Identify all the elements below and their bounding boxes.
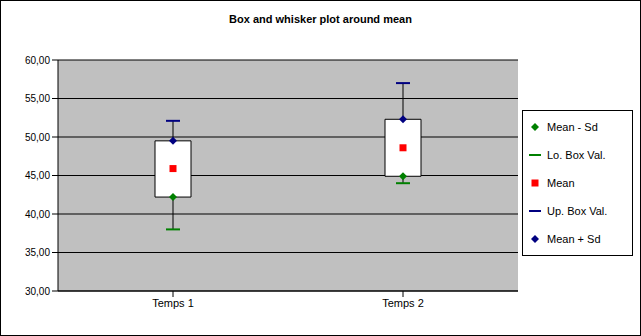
html-text:Box and whisker plot around me: Box and whisker plot around mean <box>229 13 412 25</box>
html-text:Mean - Sd: Mean - Sd <box>547 121 598 133</box>
svg-text:Temps 1: Temps 1 <box>152 297 194 309</box>
svg-text:55,00: 55,00 <box>25 93 50 104</box>
svg-text:45,00: 45,00 <box>25 170 50 181</box>
html-text:Lo. Box Val.: Lo. Box Val. <box>547 149 606 161</box>
html-text:Mean: Mean <box>547 177 575 189</box>
svg-text:Temps 2: Temps 2 <box>382 297 424 309</box>
html-text:Mean + Sd: Mean + Sd <box>547 233 601 245</box>
svg-text:50,00: 50,00 <box>25 132 50 143</box>
svg-text:35,00: 35,00 <box>25 247 50 258</box>
svg-text:40,00: 40,00 <box>25 209 50 220</box>
svg-text:60,00: 60,00 <box>25 55 50 66</box>
html-text:Up. Box Val.: Up. Box Val. <box>547 205 608 217</box>
svg-text:30,00: 30,00 <box>25 286 50 297</box>
